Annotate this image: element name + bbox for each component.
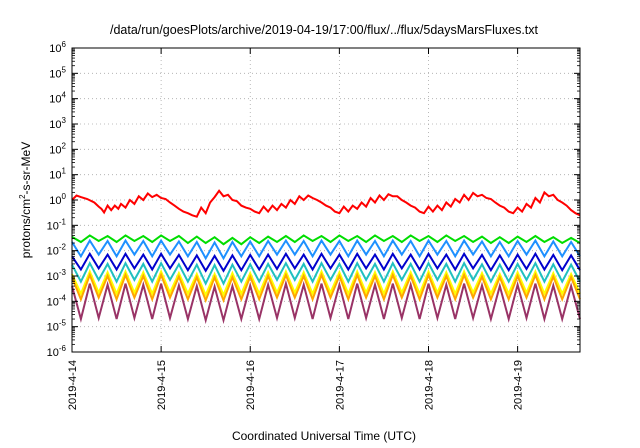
y-tick-base: 10 (47, 271, 59, 283)
y-tick-exponent: -3 (59, 268, 67, 277)
y-tick-base: 10 (47, 220, 59, 232)
series-line-3 (71, 238, 581, 261)
series-line-1 (71, 189, 581, 218)
x-tick-label: 2019-4-19 (513, 360, 525, 410)
y-tick-exponent: 4 (62, 91, 67, 100)
y-tick-base: 10 (49, 195, 61, 207)
series-line-7 (71, 272, 581, 304)
y-tick-label: 101 (49, 167, 66, 182)
y-tick-label: 100 (49, 192, 66, 207)
y-axis-label-post: -s-sr-MeV (19, 142, 33, 195)
y-tick-base: 10 (49, 68, 61, 80)
y-tick-label: 10-5 (47, 319, 67, 334)
y-tick-exponent: 6 (62, 40, 67, 49)
y-tick-label: 106 (49, 40, 66, 55)
y-tick-label: 104 (49, 91, 66, 106)
y-tick-exponent: 5 (62, 65, 67, 74)
series-line-5 (71, 260, 581, 286)
y-tick-base: 10 (49, 170, 61, 182)
y-tick-label: 102 (49, 141, 66, 156)
y-tick-exponent: 1 (62, 167, 67, 176)
series-line-8 (71, 279, 581, 325)
x-tick-label: 2019-4-16 (245, 360, 257, 410)
y-tick-exponent: -2 (59, 243, 67, 252)
y-tick-exponent: 3 (62, 116, 67, 125)
grid-lines (72, 48, 580, 352)
series-layer (71, 189, 581, 325)
x-tick-label: 2019-4-14 (67, 360, 79, 410)
y-tick-exponent: 0 (62, 192, 67, 201)
y-tick-label: 10-6 (47, 344, 67, 359)
series-line-6 (71, 268, 581, 298)
y-tick-base: 10 (49, 119, 61, 131)
y-tick-base: 10 (47, 246, 59, 258)
y-tick-exponent: -5 (59, 319, 67, 328)
plot-frame (71, 47, 581, 353)
y-tick-base: 10 (49, 94, 61, 106)
y-tick-label: 10-2 (47, 243, 67, 258)
y-tick-label: 103 (49, 116, 66, 131)
y-axis-label: protons/cm2-s-sr-MeV (18, 142, 33, 258)
series-line-2 (71, 234, 581, 246)
series-line-4 (71, 251, 581, 273)
y-tick-base: 10 (49, 43, 61, 55)
x-axis-label: Coordinated Universal Time (UTC) (232, 429, 416, 443)
x-tick-label: 2019-4-17 (334, 360, 346, 410)
y-tick-exponent: -1 (59, 217, 67, 226)
y-tick-base: 10 (49, 144, 61, 156)
y-tick-exponent: -6 (59, 344, 67, 353)
y-tick-label: 10-4 (47, 293, 67, 308)
y-tick-label: 10-3 (47, 268, 67, 283)
y-tick-label: 10-1 (47, 217, 67, 232)
x-tick-labels: 2019-4-14 2019-4-15 2019-4-16 2019-4-17 2019… (67, 360, 525, 410)
y-axis-label-sup: 2 (18, 194, 27, 199)
x-tick-label: 2019-4-18 (423, 360, 435, 410)
y-axis-label-pre: protons/cm (19, 199, 33, 258)
y-tick-base: 10 (47, 322, 59, 334)
chart-title: /data/run/goesPlots/archive/2019-04-19/1… (110, 23, 539, 37)
x-tick-label: 2019-4-15 (156, 360, 168, 410)
y-tick-exponent: 2 (62, 141, 67, 150)
y-tick-label: 105 (49, 65, 66, 80)
y-tick-labels: 10-610-510-410-310-210-11001011021031041… (47, 40, 67, 359)
y-tick-base: 10 (47, 347, 59, 359)
y-tick-base: 10 (47, 296, 59, 308)
y-tick-exponent: -4 (59, 293, 67, 302)
